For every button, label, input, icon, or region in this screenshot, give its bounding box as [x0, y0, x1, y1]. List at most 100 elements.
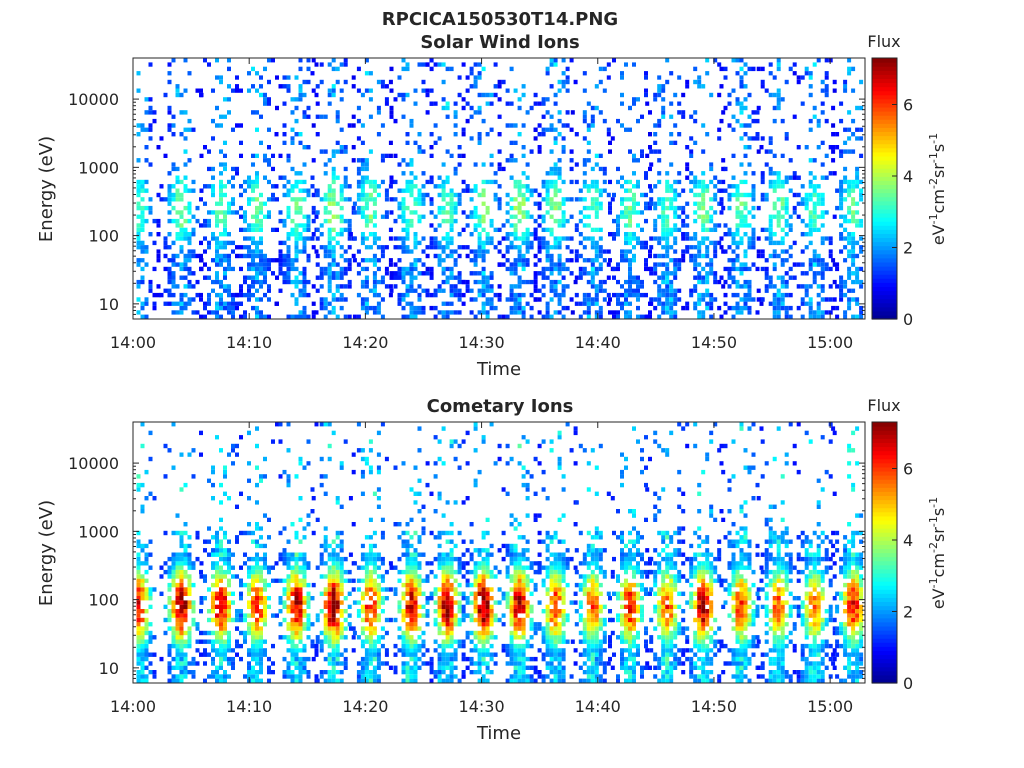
heatmap-cell — [397, 271, 402, 276]
heatmap-cell — [649, 197, 654, 202]
heatmap-cell — [348, 496, 353, 501]
heatmap-cell — [561, 314, 566, 319]
heatmap-cell — [231, 310, 235, 315]
heatmap-cell — [509, 175, 514, 180]
heatmap-cell — [469, 258, 474, 263]
heatmap-cell — [553, 171, 558, 176]
heatmap-cell — [351, 452, 356, 457]
heatmap-cell — [175, 665, 180, 670]
heatmap-cell — [327, 556, 332, 562]
heatmap-cell — [351, 469, 356, 475]
heatmap-cell — [413, 288, 418, 293]
heatmap-cell — [812, 158, 817, 163]
heatmap-cell — [405, 140, 410, 145]
heatmap-cell — [175, 661, 180, 666]
heatmap-cell — [223, 591, 227, 596]
heatmap-cell — [148, 639, 153, 644]
heatmap-cell — [735, 118, 740, 124]
heatmap-cell — [413, 266, 418, 272]
heatmap-cell — [582, 266, 587, 272]
heatmap-cell — [616, 118, 620, 124]
heatmap-cell — [372, 652, 377, 657]
heatmap-cell — [764, 266, 769, 272]
heatmap-cell — [380, 314, 385, 319]
heatmap-cell — [376, 305, 381, 311]
heatmap-cell — [843, 310, 848, 315]
heatmap-cell — [586, 149, 591, 154]
heatmap-cell — [636, 184, 640, 189]
heatmap-cell — [405, 271, 410, 276]
heatmap-cell — [405, 188, 410, 193]
heatmap-cell — [831, 132, 836, 137]
heatmap-cell — [331, 58, 336, 63]
heatmap-cell — [561, 149, 566, 154]
heatmap-cell — [739, 240, 744, 246]
heatmap-cell — [481, 162, 486, 167]
heatmap-cell — [489, 179, 494, 185]
heatmap-cell — [557, 253, 562, 259]
heatmap-cell — [513, 179, 518, 185]
heatmap-cell — [541, 114, 546, 119]
heatmap-cell — [457, 275, 462, 280]
heatmap-cell — [437, 240, 442, 246]
heatmap-cell — [211, 630, 215, 636]
heatmap-cell — [437, 262, 442, 267]
heatmap-cell — [187, 574, 192, 579]
heatmap-cell — [497, 201, 502, 206]
heatmap-cell — [286, 582, 291, 588]
heatmap-cell — [298, 210, 303, 215]
heatmap-cell — [425, 88, 430, 93]
heatmap-cell — [290, 127, 295, 132]
heatmap-cell — [747, 66, 752, 72]
heatmap-cell — [573, 79, 578, 85]
heatmap-cell — [298, 132, 303, 137]
heatmap-cell — [513, 205, 518, 211]
heatmap-cell — [441, 258, 446, 263]
heatmap-cell — [751, 297, 756, 302]
heatmap-cell — [331, 574, 336, 579]
heatmap-cell — [263, 617, 267, 623]
heatmap-cell — [298, 639, 303, 644]
heatmap-cell — [335, 639, 340, 644]
heatmap-cell — [513, 158, 518, 163]
colorbar-swatch — [872, 155, 897, 161]
heatmap-cell — [136, 310, 141, 315]
heatmap-cell — [223, 227, 227, 232]
heatmap-cell — [812, 188, 817, 193]
heatmap-cell — [792, 71, 797, 76]
heatmap-cell — [278, 258, 283, 263]
heatmap-cell — [677, 288, 682, 293]
heatmap-cell — [207, 674, 211, 679]
heatmap-cell — [251, 556, 255, 562]
heatmap-cell — [632, 153, 636, 158]
heatmap-cell — [657, 253, 662, 259]
heatmap-cell — [624, 214, 628, 219]
heatmap-cell — [401, 648, 406, 653]
heatmap-cell — [517, 218, 522, 224]
heatmap-cell — [159, 656, 164, 662]
heatmap-cell — [653, 227, 658, 232]
heatmap-cell — [847, 192, 852, 198]
heatmap-cell — [565, 123, 570, 128]
heatmap-cell — [191, 582, 196, 588]
heatmap-cell — [267, 288, 271, 293]
heatmap-cell — [327, 456, 332, 462]
heatmap-cell — [278, 253, 283, 259]
heatmap-cell — [144, 127, 149, 132]
heatmap-cell — [311, 310, 316, 315]
heatmap-cell — [148, 456, 153, 462]
heatmap-cell — [831, 149, 836, 154]
heatmap-cell — [211, 643, 215, 649]
heatmap-cell — [319, 474, 324, 479]
heatmap-cell — [727, 275, 732, 280]
heatmap-cell — [739, 58, 744, 63]
heatmap-cell — [549, 214, 554, 219]
heatmap-cell — [747, 123, 752, 128]
heatmap-cell — [243, 292, 247, 298]
heatmap-cell — [239, 88, 243, 93]
heatmap-cell — [290, 166, 295, 172]
heatmap-cell — [513, 140, 518, 145]
heatmap-cell — [792, 62, 797, 67]
heatmap-cell — [598, 310, 603, 315]
heatmap-cell — [693, 284, 698, 289]
